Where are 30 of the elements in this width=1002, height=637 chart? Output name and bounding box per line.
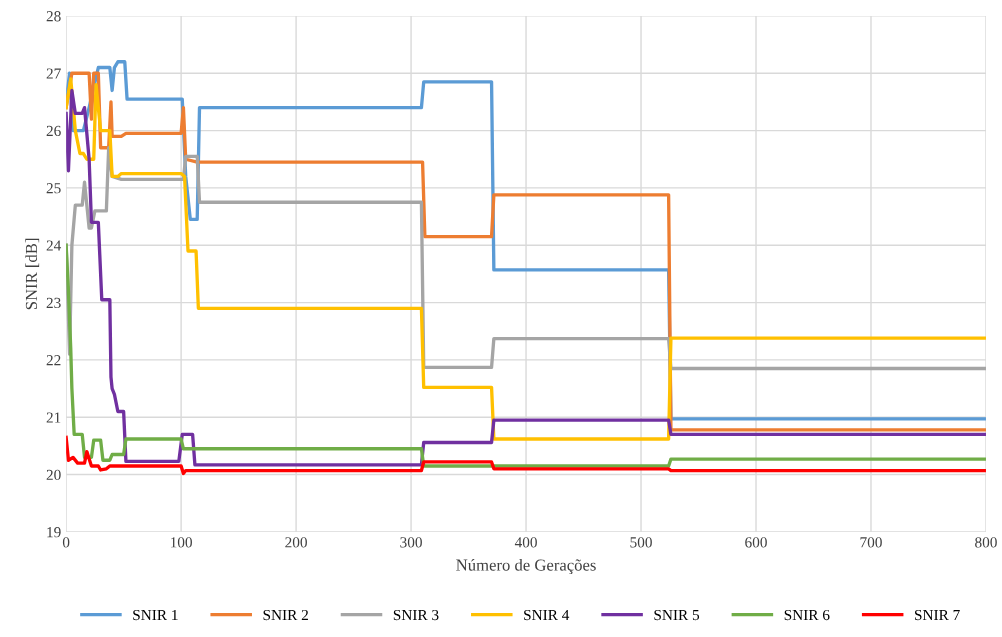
y-tick-label: 25 bbox=[46, 183, 61, 194]
x-tick-label: 600 bbox=[745, 537, 767, 548]
x-tick-label: 500 bbox=[630, 537, 652, 548]
legend-label: SNIR 7 bbox=[915, 609, 960, 621]
x-axis-title: Número de Gerações bbox=[456, 558, 596, 575]
x-tick-label: 700 bbox=[860, 537, 882, 548]
y-tick-label: 24 bbox=[46, 240, 62, 251]
y-axis-title: SNIR [dB] bbox=[25, 238, 40, 310]
y-tick-label: 19 bbox=[47, 527, 61, 538]
y-tick-label: 26 bbox=[46, 125, 61, 137]
legend-label: SNIR 6 bbox=[784, 609, 830, 621]
line-series bbox=[66, 243, 986, 468]
y-tick-label: 28 bbox=[46, 11, 61, 22]
legend-label: SNIR 2 bbox=[263, 609, 308, 621]
x-tick-label: 200 bbox=[285, 537, 307, 548]
y-tick-label: 21 bbox=[46, 412, 61, 423]
y-tick-label: 27 bbox=[46, 68, 61, 79]
x-tick-label: 400 bbox=[514, 537, 537, 548]
legend-label: SNIR 5 bbox=[654, 609, 700, 621]
x-tick-label: 0 bbox=[62, 537, 70, 548]
y-tick-label: 20 bbox=[46, 469, 61, 481]
x-tick-label: 300 bbox=[400, 537, 422, 548]
y-tick-label: 23 bbox=[46, 297, 61, 309]
legend-label: SNIR 4 bbox=[524, 609, 570, 621]
x-tick-label: 800 bbox=[975, 537, 997, 548]
x-tick-label: 100 bbox=[171, 537, 192, 548]
line-series bbox=[66, 435, 986, 476]
legend-label: SNIR 3 bbox=[393, 609, 439, 621]
y-tick-label: 22 bbox=[46, 355, 61, 366]
legend-label: SNIR 1 bbox=[133, 609, 178, 621]
